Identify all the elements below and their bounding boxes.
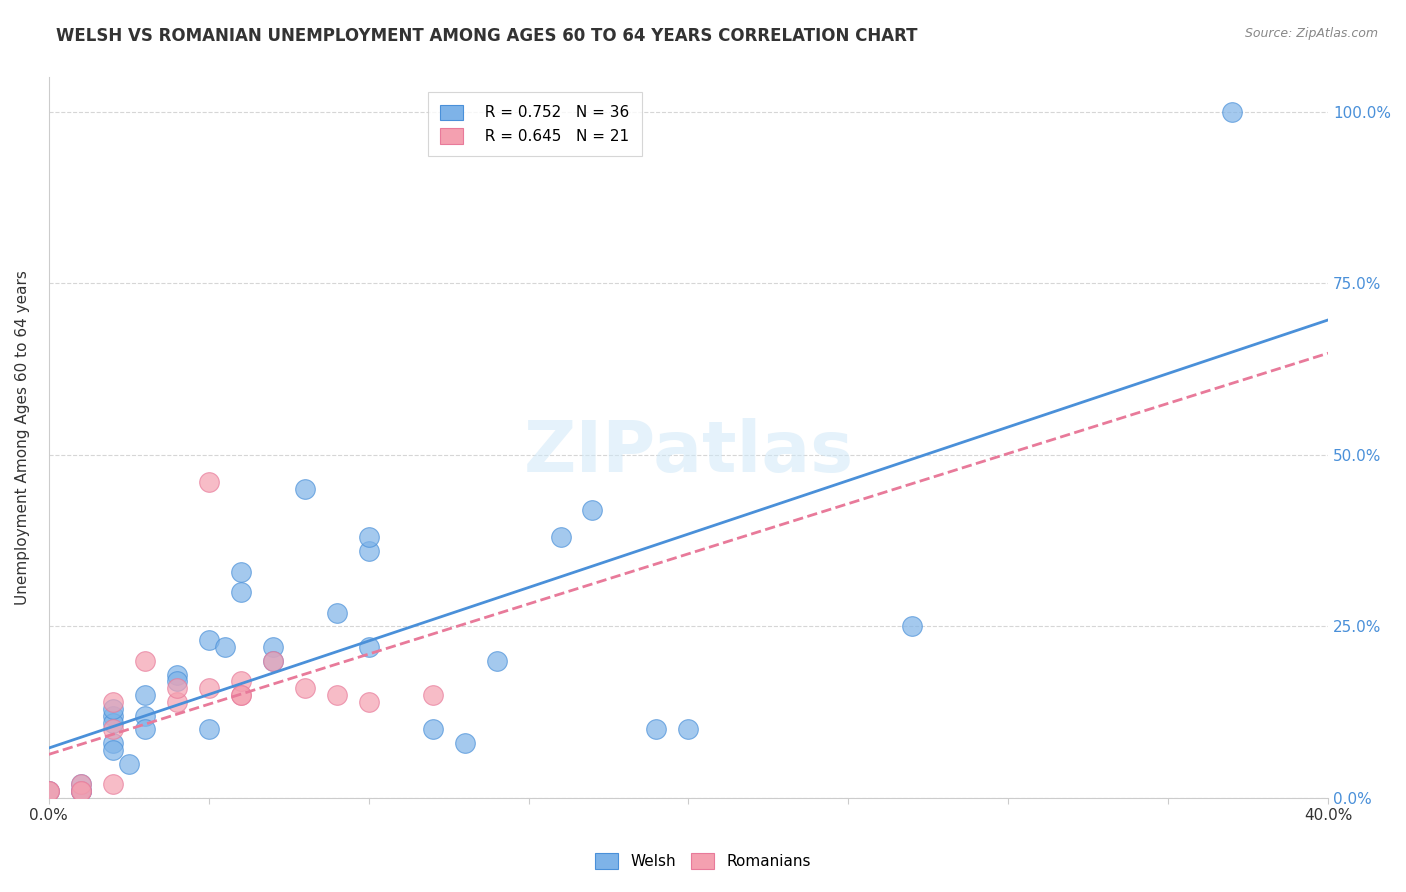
Point (422, 688, 444, 702)
Point (166, 695, 188, 709)
Point (101, 723, 124, 737)
Point (101, 702, 124, 716)
Point (357, 544, 380, 558)
Point (229, 565, 252, 579)
Point (69, 784, 91, 798)
Point (229, 585, 252, 599)
Point (101, 736, 124, 750)
Point (214, 640, 236, 654)
Point (645, 723, 668, 737)
Point (294, 482, 316, 496)
Point (229, 688, 252, 702)
Point (325, 606, 347, 620)
Text: WELSH VS ROMANIAN UNEMPLOYMENT AMONG AGES 60 TO 64 YEARS CORRELATION CHART: WELSH VS ROMANIAN UNEMPLOYMENT AMONG AGE… (56, 27, 918, 45)
Point (166, 667, 188, 681)
Point (422, 723, 444, 737)
Point (69, 777, 91, 791)
Point (134, 688, 156, 702)
Point (678, 723, 700, 737)
Point (69, 784, 91, 798)
Point (197, 475, 219, 490)
Point (325, 688, 347, 702)
Point (101, 777, 124, 791)
Point (118, 756, 141, 771)
Point (1220, 104, 1243, 119)
Point (101, 695, 124, 709)
Point (229, 688, 252, 702)
Point (38, 784, 60, 798)
Point (101, 715, 124, 730)
Point (357, 530, 380, 544)
Point (294, 681, 316, 696)
Point (197, 723, 219, 737)
Point (581, 503, 603, 517)
Point (166, 674, 188, 689)
Point (229, 674, 252, 689)
Point (262, 640, 284, 654)
Point (485, 654, 508, 668)
Legend:   R = 0.752   N = 36,   R = 0.645   N = 21: R = 0.752 N = 36, R = 0.645 N = 21 (427, 92, 641, 156)
Point (166, 681, 188, 696)
Legend: Welsh, Romanians: Welsh, Romanians (589, 847, 817, 875)
Point (101, 743, 124, 757)
Point (134, 654, 156, 668)
Point (134, 708, 156, 723)
Point (69, 784, 91, 798)
Point (197, 633, 219, 648)
Point (262, 654, 284, 668)
Point (197, 681, 219, 696)
Point (38, 784, 60, 798)
Point (101, 708, 124, 723)
Point (901, 619, 924, 633)
Point (550, 530, 572, 544)
Point (69, 784, 91, 798)
Point (357, 695, 380, 709)
Text: Source: ZipAtlas.com: Source: ZipAtlas.com (1244, 27, 1378, 40)
Point (69, 777, 91, 791)
Point (134, 723, 156, 737)
Point (357, 640, 380, 654)
Y-axis label: Unemployment Among Ages 60 to 64 years: Unemployment Among Ages 60 to 64 years (15, 270, 30, 605)
Point (38, 784, 60, 798)
Text: ZIPatlas: ZIPatlas (523, 417, 853, 487)
Point (453, 736, 475, 750)
Point (262, 654, 284, 668)
